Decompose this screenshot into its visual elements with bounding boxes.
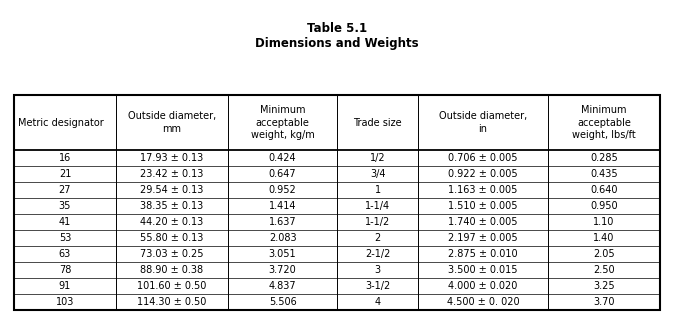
Text: 0.285: 0.285: [590, 153, 618, 163]
Text: 101.60 ± 0.50: 101.60 ± 0.50: [137, 281, 207, 291]
Text: Table 5.1: Table 5.1: [307, 21, 367, 35]
Text: 44.20 ± 0.13: 44.20 ± 0.13: [140, 217, 204, 227]
Text: 21: 21: [59, 169, 71, 179]
Text: 3/4: 3/4: [370, 169, 386, 179]
Text: 3.70: 3.70: [593, 297, 615, 307]
Text: 2-1/2: 2-1/2: [365, 249, 390, 259]
Text: 78: 78: [59, 265, 71, 275]
Text: 73.03 ± 0.25: 73.03 ± 0.25: [140, 249, 204, 259]
Text: 3.051: 3.051: [269, 249, 297, 259]
Bar: [14, 95, 660, 310]
Text: Minimum
acceptable
weight, kg/m: Minimum acceptable weight, kg/m: [251, 105, 315, 140]
Text: 4: 4: [375, 297, 381, 307]
Text: 3.25: 3.25: [593, 281, 615, 291]
Text: 16: 16: [59, 153, 71, 163]
Text: 2.083: 2.083: [269, 233, 297, 243]
Text: 3.720: 3.720: [269, 265, 297, 275]
Text: 1.637: 1.637: [269, 217, 297, 227]
Text: Dimensions and Weights: Dimensions and Weights: [255, 37, 419, 51]
Text: 91: 91: [59, 281, 71, 291]
Text: 27: 27: [59, 185, 71, 195]
Text: 3.500 ± 0.015: 3.500 ± 0.015: [448, 265, 518, 275]
Text: 2.875 ± 0.010: 2.875 ± 0.010: [448, 249, 518, 259]
Text: 1.40: 1.40: [593, 233, 615, 243]
Text: 29.54 ± 0.13: 29.54 ± 0.13: [140, 185, 204, 195]
Text: 17.93 ± 0.13: 17.93 ± 0.13: [140, 153, 204, 163]
Text: 4.500 ± 0. 020: 4.500 ± 0. 020: [447, 297, 519, 307]
Text: 103: 103: [56, 297, 74, 307]
Text: 4.000 ± 0.020: 4.000 ± 0.020: [448, 281, 518, 291]
Text: 1/2: 1/2: [370, 153, 386, 163]
Text: Minimum
acceptable
weight, lbs/ft: Minimum acceptable weight, lbs/ft: [572, 105, 636, 140]
Text: 4.837: 4.837: [269, 281, 297, 291]
Text: 5.506: 5.506: [269, 297, 297, 307]
Text: 1-1/4: 1-1/4: [365, 201, 390, 211]
Text: 38.35 ± 0.13: 38.35 ± 0.13: [140, 201, 204, 211]
Text: 1: 1: [375, 185, 381, 195]
Text: 1-1/2: 1-1/2: [365, 217, 390, 227]
Text: 53: 53: [59, 233, 71, 243]
Text: 2.197 ± 0.005: 2.197 ± 0.005: [448, 233, 518, 243]
Text: 1.510 ± 0.005: 1.510 ± 0.005: [448, 201, 518, 211]
Text: 2.05: 2.05: [593, 249, 615, 259]
Text: 0.950: 0.950: [590, 201, 617, 211]
Text: 0.424: 0.424: [269, 153, 297, 163]
Text: 88.90 ± 0.38: 88.90 ± 0.38: [140, 265, 204, 275]
Text: 35: 35: [59, 201, 71, 211]
Text: Outside diameter,
in: Outside diameter, in: [439, 111, 527, 134]
Text: 1.10: 1.10: [593, 217, 615, 227]
Text: 63: 63: [59, 249, 71, 259]
Text: 1.414: 1.414: [269, 201, 297, 211]
Text: 0.647: 0.647: [269, 169, 297, 179]
Text: 0.706 ± 0.005: 0.706 ± 0.005: [448, 153, 518, 163]
Text: 0.922 ± 0.005: 0.922 ± 0.005: [448, 169, 518, 179]
Text: 41: 41: [59, 217, 71, 227]
Text: 2.50: 2.50: [593, 265, 615, 275]
Text: 55.80 ± 0.13: 55.80 ± 0.13: [140, 233, 204, 243]
Text: 2: 2: [375, 233, 381, 243]
Text: Metric designator: Metric designator: [18, 117, 104, 127]
Text: 0.640: 0.640: [590, 185, 617, 195]
Text: 3-1/2: 3-1/2: [365, 281, 390, 291]
Text: Trade size: Trade size: [353, 117, 402, 127]
Text: Outside diameter,
mm: Outside diameter, mm: [128, 111, 216, 134]
Text: 0.952: 0.952: [269, 185, 297, 195]
Text: 3: 3: [375, 265, 381, 275]
Text: 114.30 ± 0.50: 114.30 ± 0.50: [137, 297, 207, 307]
Text: 1.740 ± 0.005: 1.740 ± 0.005: [448, 217, 518, 227]
Text: 0.435: 0.435: [590, 169, 617, 179]
Text: 1.163 ± 0.005: 1.163 ± 0.005: [448, 185, 518, 195]
Text: 23.42 ± 0.13: 23.42 ± 0.13: [140, 169, 204, 179]
